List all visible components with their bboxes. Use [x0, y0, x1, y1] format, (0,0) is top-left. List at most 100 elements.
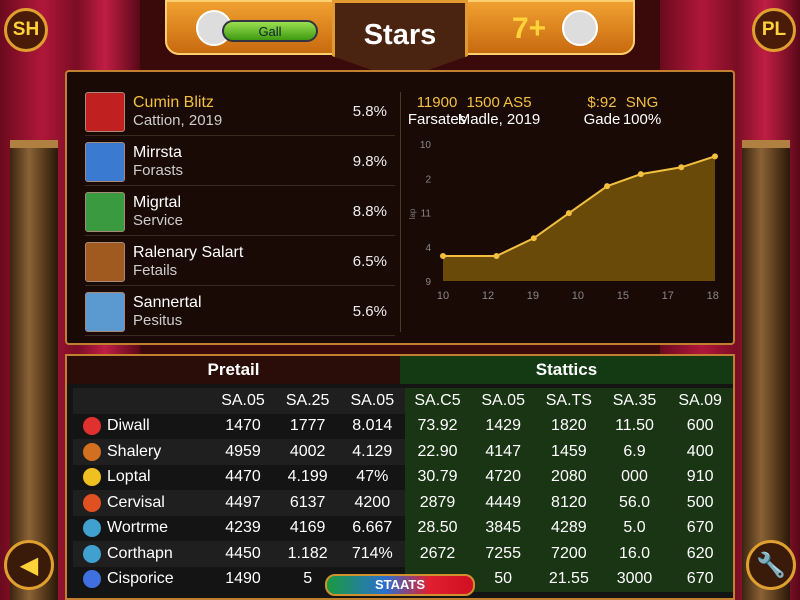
table-row[interactable]: Diwall 1470 1777 8.014 73.92 1429 1820 11.50 600 — [73, 413, 733, 439]
list-item[interactable]: Cumin Blitz Cattion, 2019 5.8% — [85, 88, 395, 136]
pl-button[interactable]: PL — [752, 8, 796, 52]
player-name: Sannertal — [133, 294, 202, 311]
table-cell: 4239 — [225, 519, 261, 537]
stat-value: 11900 — [416, 94, 458, 111]
ball-icon — [83, 442, 101, 461]
header-row: SA.05 SA.25 SA.05 SA.C5 SA.05 SA.TS SA.35 SA.09 — [73, 388, 733, 414]
shield-icon — [83, 493, 101, 512]
table-cell: 28.50 — [404, 515, 471, 541]
table-row[interactable]: Cervisal 4497 6137 4200 2879 4449 8120 56.0 500 — [73, 490, 733, 516]
row-name: Cervisal — [107, 493, 165, 511]
stat-label: Farsates — [407, 111, 467, 128]
x-tick-label: 17 — [662, 290, 674, 302]
stat-label: Madle, 2019 — [457, 111, 541, 128]
table-row[interactable]: Loptal 4470 4.199 47% 30.79 4720 2080 000 910 — [73, 464, 733, 490]
avatar — [85, 91, 125, 132]
table-cell: 2672 — [404, 541, 471, 567]
stat-item: SNG 100% — [602, 94, 682, 128]
x-tick-label: 10 — [572, 290, 584, 302]
line-chart: 9 4 11 2 10 10 12 19 10 15 17 18 lap — [408, 140, 719, 302]
table-cell: 73.92 — [404, 413, 471, 439]
column-header: SA.09 — [667, 388, 733, 414]
table-cell: 2879 — [404, 490, 471, 516]
list-item[interactable]: Sannertal Pesitus 5.6% — [85, 288, 395, 336]
y-tick-label: 11 — [421, 209, 432, 220]
column-header: SA.05 — [339, 388, 405, 414]
y-tick-label: 9 — [425, 277, 431, 288]
table-cell: 500 — [667, 490, 733, 516]
table-cell: 3000 — [601, 566, 668, 592]
table-cell: 1820 — [535, 413, 602, 439]
table-cell: 7200 — [535, 541, 602, 567]
data-point — [637, 171, 644, 178]
avatar — [85, 191, 125, 232]
y-axis-label: lap — [408, 208, 417, 219]
table-cell: 4.129 — [339, 439, 405, 465]
player-name: Mirrsta — [133, 144, 182, 161]
x-tick-label: 19 — [527, 290, 539, 302]
table-cell: 2080 — [535, 464, 602, 490]
table-cell: 11.50 — [601, 413, 668, 439]
y-tick-label: 2 — [425, 174, 431, 185]
data-point — [530, 235, 537, 242]
player-pct: 6.5% — [352, 253, 387, 270]
data-point — [565, 210, 572, 217]
score: 7+ — [512, 12, 547, 45]
column-header: SA.TS — [535, 388, 602, 414]
table-cell: 30.79 — [404, 464, 471, 490]
table-cell: 4147 — [470, 439, 536, 465]
x-tick-label: 10 — [437, 290, 449, 302]
table-cell: 910 — [667, 464, 733, 490]
table-cell: 1777 — [289, 417, 326, 435]
table-cell: 670 — [667, 566, 733, 592]
player-sub: Cattion, 2019 — [133, 112, 223, 129]
back-icon: ◀ — [19, 551, 39, 579]
stattics-header: Stattics — [400, 356, 733, 384]
column-header: SA.C5 — [404, 388, 471, 414]
x-tick-label: 12 — [482, 290, 494, 302]
player-pct: 8.8% — [352, 203, 387, 220]
stats-button[interactable]: STAATS — [325, 574, 475, 596]
pillar-left — [10, 140, 58, 600]
table-cell: 56.0 — [601, 490, 668, 516]
column-header: SA.35 — [601, 388, 668, 414]
pillar-right — [742, 140, 790, 600]
table-cell: 670 — [667, 515, 733, 541]
stats-table: Pretail Stattics SA.05 SA.25 SA.05 SA.C5 SA.… — [65, 354, 735, 600]
sh-button[interactable]: SH — [4, 8, 48, 52]
table-cell: 5 — [303, 570, 313, 588]
table-cell: 4289 — [535, 515, 602, 541]
back-button[interactable]: ◀ — [4, 540, 54, 590]
row-name: Loptal — [107, 468, 151, 486]
table-cell: 620 — [667, 541, 733, 567]
row-name: Corthapn — [107, 544, 173, 562]
table-cell: 8120 — [535, 490, 602, 516]
player-name: Cumin Blitz — [133, 94, 214, 111]
table-cell: 7255 — [470, 541, 536, 567]
table-cell: 50 — [470, 566, 536, 592]
list-item[interactable]: Ralenary Salart Fetails 6.5% — [85, 238, 395, 286]
list-item[interactable]: Mirrsta Forasts 9.8% — [85, 138, 395, 186]
table-row[interactable]: Shalery 4959 4002 4.129 22.90 4147 1459 6.9 400 — [73, 439, 733, 465]
avatar[interactable] — [562, 10, 598, 46]
table-cell: 4169 — [289, 519, 326, 537]
table-cell: 4200 — [339, 490, 405, 516]
settings-button[interactable]: 🔧 — [746, 540, 796, 590]
players-panel: Cumin Blitz Cattion, 2019 5.8% Mirrsta F… — [65, 70, 735, 345]
stat-item: 11900 Farsates — [397, 94, 477, 128]
table-cell: 4.199 — [287, 468, 328, 486]
table-cell: 1490 — [225, 570, 261, 588]
table-cell: 21.55 — [535, 566, 602, 592]
table-row[interactable]: Corthapn 4450 1.182 714% 2672 7255 7200 16.0 620 — [73, 541, 733, 567]
table-row[interactable]: Wortrme 4239 4169 6.667 28.50 3845 4289 5.0 670 — [73, 515, 733, 541]
table-cell: 4497 — [210, 490, 276, 516]
table-cell: 1.182 — [275, 541, 340, 567]
avatar — [85, 141, 125, 182]
list-item[interactable]: Migrtal Service 8.8% — [85, 188, 395, 236]
table-cell: 22.90 — [404, 439, 471, 465]
stat-label: Gade — [583, 111, 621, 128]
table-cell: 6137 — [275, 490, 340, 516]
page-title: Stars — [332, 0, 468, 80]
table-cell: 16.0 — [601, 541, 668, 567]
table-cell: 5.0 — [601, 515, 668, 541]
